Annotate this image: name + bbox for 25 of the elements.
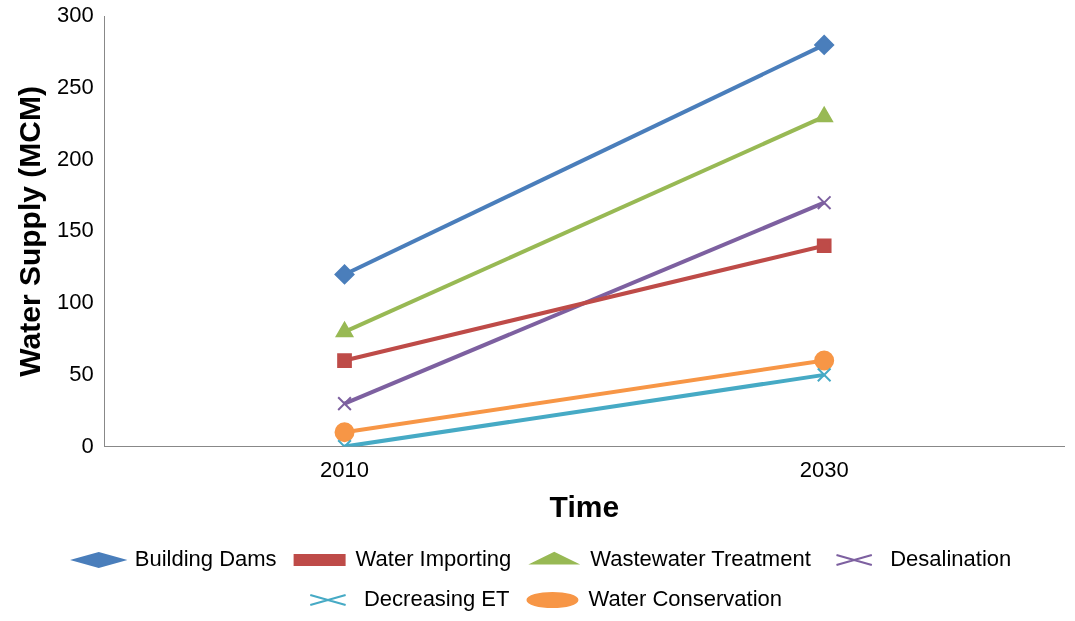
point bbox=[814, 350, 835, 371]
y-tick-label: 0 bbox=[81, 432, 94, 458]
legend-label: Decreasing ET bbox=[363, 586, 510, 612]
x-tick-label: 2030 bbox=[799, 456, 849, 482]
legend-label: Water Importing bbox=[355, 546, 512, 572]
point bbox=[816, 367, 832, 383]
point bbox=[337, 353, 352, 368]
y-tick-label: 300 bbox=[56, 2, 94, 28]
legend-label: Wastewater Treatment bbox=[590, 546, 811, 572]
point bbox=[337, 396, 352, 411]
legend-label: Building Dams bbox=[134, 546, 277, 572]
x-axis-title: Time bbox=[549, 490, 620, 524]
x-tick-label: 2010 bbox=[320, 456, 370, 482]
legend-label: Water Conservation bbox=[588, 586, 783, 612]
point bbox=[816, 195, 832, 211]
y-axis-title: Water Supply (MCM) bbox=[13, 86, 47, 377]
point bbox=[334, 264, 355, 285]
y-tick-label: 150 bbox=[56, 217, 94, 243]
legend-label: Desalination bbox=[890, 546, 1012, 572]
y-tick-label: 100 bbox=[56, 289, 94, 315]
y-tick-label: 250 bbox=[56, 74, 94, 99]
y-tick-label: 50 bbox=[69, 360, 94, 386]
y-tick-label: 200 bbox=[56, 145, 94, 171]
point bbox=[814, 34, 835, 55]
point bbox=[816, 238, 832, 254]
